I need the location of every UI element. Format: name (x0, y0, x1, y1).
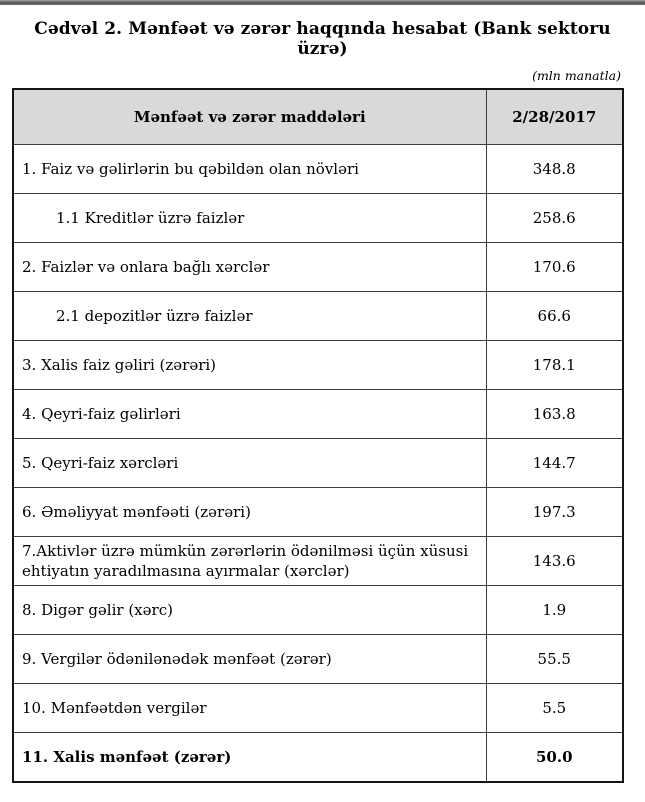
table-row: 7.Aktivlər üzrə mümkün zərərlərin ödənil… (12, 536, 624, 586)
row-value: 143.6 (485, 536, 624, 586)
table-row: 8. Digər gəlir (xərc) 1.9 (12, 585, 624, 635)
row-label: 4. Qeyri-faiz gəlirləri (12, 389, 487, 439)
table-row: 1.1 Kreditlər üzrə faizlər 258.6 (12, 193, 624, 243)
row-label: 1.1 Kreditlər üzrə faizlər (12, 193, 487, 243)
table-body: 1. Faiz və gəlirlərin bu qəbildən olan n… (12, 144, 624, 783)
top-divider-bar (0, 0, 645, 5)
row-label: 2.1 depozitlər üzrə faizlər (12, 291, 487, 341)
table-row: 2.1 depozitlər üzrə faizlər 66.6 (12, 291, 624, 341)
table-row: 9. Vergilər ödənilənədək mənfəət (zərər)… (12, 634, 624, 684)
row-value: 178.1 (485, 340, 624, 390)
row-value: 55.5 (485, 634, 624, 684)
profit-loss-table: Mənfəət və zərər maddələri 2/28/2017 1. … (12, 88, 624, 783)
col-header-items: Mənfəət və zərər maddələri (12, 88, 487, 145)
row-label: 10. Mənfəətdən vergilər (12, 683, 487, 733)
page-title: Cədvəl 2. Mənfəət və zərər haqqında hesa… (34, 19, 611, 59)
row-value: 5.5 (485, 683, 624, 733)
row-value: 50.0 (485, 732, 624, 783)
table-header-row: Mənfəət və zərər maddələri 2/28/2017 (12, 88, 624, 145)
row-label: 8. Digər gəlir (xərc) (12, 585, 487, 635)
row-value: 348.8 (485, 144, 624, 194)
row-label: 5. Qeyri-faiz xərcləri (12, 438, 487, 488)
row-value: 66.6 (485, 291, 624, 341)
table-row: 6. Əməliyyat mənfəəti (zərəri) 197.3 (12, 487, 624, 537)
row-label: 6. Əməliyyat mənfəəti (zərəri) (12, 487, 487, 537)
table-row: 3. Xalis faiz gəliri (zərəri) 178.1 (12, 340, 624, 390)
row-value: 170.6 (485, 242, 624, 292)
table-row: 5. Qeyri-faiz xərcləri 144.7 (12, 438, 624, 488)
row-value: 163.8 (485, 389, 624, 439)
table-row: 4. Qeyri-faiz gəlirləri 163.8 (12, 389, 624, 439)
row-label: 7.Aktivlər üzrə mümkün zərərlərin ödənil… (12, 536, 487, 586)
table-row: 2. Faizlər və onlara bağlı xərclər 170.6 (12, 242, 624, 292)
table-row: 10. Mənfəətdən vergilər 5.5 (12, 683, 624, 733)
col-header-date: 2/28/2017 (485, 88, 624, 145)
row-value: 197.3 (485, 487, 624, 537)
row-label: 2. Faizlər və onlara bağlı xərclər (12, 242, 487, 292)
table-row: 1. Faiz və gəlirlərin bu qəbildən olan n… (12, 144, 624, 194)
row-value: 144.7 (485, 438, 624, 488)
row-label: 3. Xalis faiz gəliri (zərəri) (12, 340, 487, 390)
row-label: 11. Xalis mənfəət (zərər) (12, 732, 487, 783)
row-label: 9. Vergilər ödənilənədək mənfəət (zərər) (12, 634, 487, 684)
row-value: 258.6 (485, 193, 624, 243)
table-row: 11. Xalis mənfəət (zərər) 50.0 (12, 732, 624, 783)
row-value: 1.9 (485, 585, 624, 635)
row-label: 1. Faiz və gəlirlərin bu qəbildən olan n… (12, 144, 487, 194)
unit-note: (mln manatla) (532, 68, 621, 83)
